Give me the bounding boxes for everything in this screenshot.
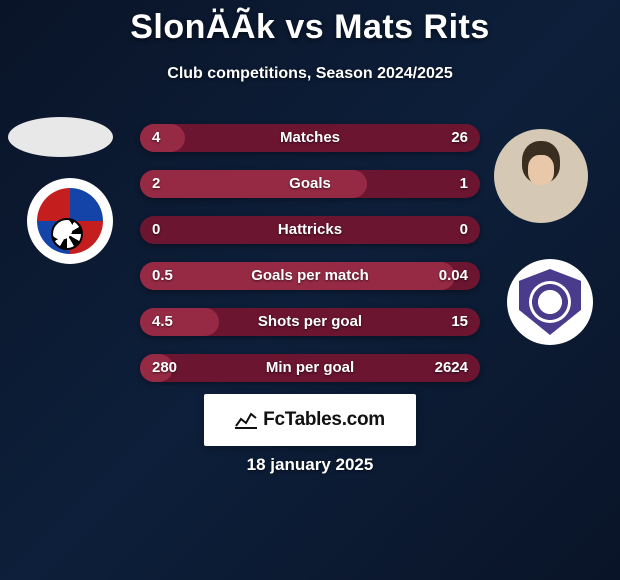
stat-row: Hattricks0 0 xyxy=(140,216,480,244)
stat-row-label: Shots per goal xyxy=(140,308,480,336)
stat-row: Goals2 1 xyxy=(140,170,480,198)
stat-row-label: Matches xyxy=(140,124,480,152)
date-label: 18 january 2025 xyxy=(0,455,620,475)
stat-row-value-left: 4.5 xyxy=(152,308,173,336)
player-left-avatar xyxy=(8,117,113,157)
stat-row-value-right: 0.04 xyxy=(439,262,468,290)
stat-row-label: Hattricks xyxy=(140,216,480,244)
stat-row-value-left: 4 xyxy=(152,124,160,152)
page-title: SlonÄÃk vs Mats Rits xyxy=(0,0,620,47)
stat-row-value-right: 2624 xyxy=(435,354,468,382)
stat-row-value-right: 26 xyxy=(451,124,468,152)
brand-badge[interactable]: FcTables.com xyxy=(204,394,416,446)
stat-row: Matches4 26 xyxy=(140,124,480,152)
comparison-card: SlonÄÃk vs Mats Rits Club competitions, … xyxy=(0,0,620,580)
stat-row: Goals per match0.5 0.04 xyxy=(140,262,480,290)
stat-row-value-right: 15 xyxy=(451,308,468,336)
stat-row-value-left: 2 xyxy=(152,170,160,198)
stat-row-value-left: 0 xyxy=(152,216,160,244)
stat-row-value-right: 1 xyxy=(460,170,468,198)
stat-row-label: Goals xyxy=(140,170,480,198)
stat-row: Min per goal280 2624 xyxy=(140,354,480,382)
stat-row-value-left: 0.5 xyxy=(152,262,173,290)
stat-row: Shots per goal4.5 15 xyxy=(140,308,480,336)
brand-label: FcTables.com xyxy=(263,409,385,431)
club-left-badge xyxy=(27,178,113,264)
club-right-badge xyxy=(507,259,593,345)
stat-row-label: Goals per match xyxy=(140,262,480,290)
player-right-avatar xyxy=(494,129,588,223)
stat-row-label: Min per goal xyxy=(140,354,480,382)
brand-chart-icon xyxy=(235,411,257,429)
stat-row-value-right: 0 xyxy=(460,216,468,244)
stat-rows: Matches4 26 Goals2 1 Hattricks0 0 Goals per ma… xyxy=(140,124,480,400)
subtitle: Club competitions, Season 2024/2025 xyxy=(0,65,620,83)
stat-row-value-left: 280 xyxy=(152,354,177,382)
